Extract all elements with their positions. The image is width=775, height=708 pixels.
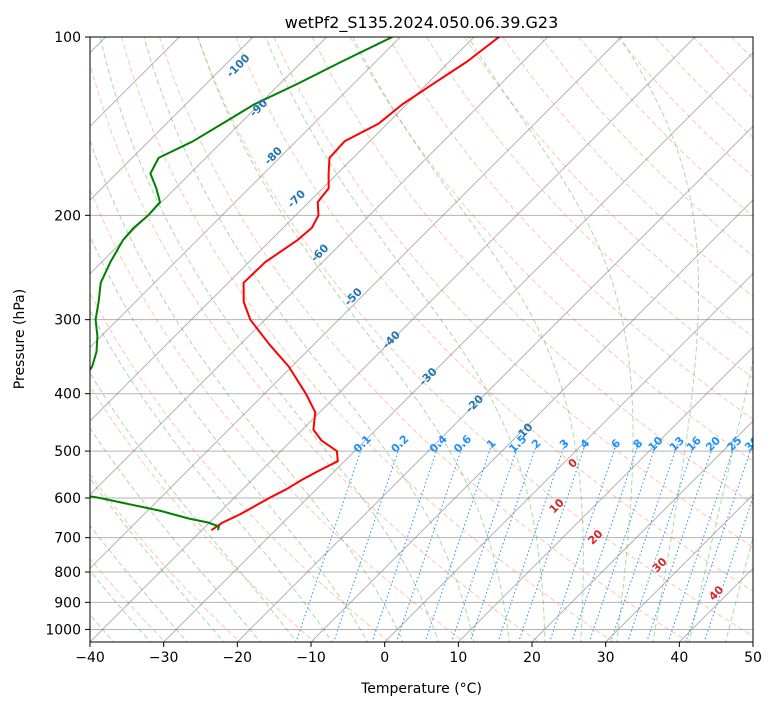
moist-adiabat-line — [90, 477, 225, 642]
y-tick-label: 300 — [54, 313, 81, 329]
plot-frame — [89, 36, 754, 643]
x-tick-label: −20 — [223, 650, 253, 666]
x-tick-label: 50 — [744, 650, 762, 666]
y-tick-label: 900 — [54, 595, 81, 611]
y-tick-label: 100 — [54, 30, 81, 46]
moist-adiabat-line — [99, 37, 440, 642]
y-tick-label: 1000 — [45, 622, 81, 638]
axes: −40 −30 −20 −10 0 10 20 30 40 50 100 200 300 400 500 60… — [45, 30, 762, 666]
moist-adiabat-line — [90, 371, 297, 642]
isotherm-line — [163, 51, 753, 642]
isotherm-line — [310, 199, 753, 642]
isotherm-line — [384, 272, 753, 642]
isotherm-line — [90, 37, 549, 496]
y-tick-label: 600 — [54, 491, 81, 507]
x-tick-label: 30 — [597, 650, 615, 666]
y-tick-label: 500 — [54, 444, 81, 460]
chart-title: wetPf2_S135.2024.050.06.39.G23 — [285, 13, 559, 33]
x-tick-label: −10 — [296, 650, 326, 666]
dry-adiabat-line — [90, 385, 316, 642]
mixing-ratio-label: 30 — [742, 434, 762, 454]
isotherm-line — [605, 493, 753, 642]
dry-adiabat-line — [425, 37, 753, 379]
isotherm-line — [457, 346, 753, 642]
dewpoint-profile-line — [90, 37, 393, 531]
isotherm-line — [90, 37, 254, 201]
x-tick-label: −30 — [149, 650, 179, 666]
x-tick-label: 0 — [380, 650, 389, 666]
y-axis-label: Pressure (hPa) — [12, 289, 28, 389]
y-tick-label: 400 — [54, 387, 81, 403]
dry-adiabat-line — [387, 37, 753, 420]
y-tick-label: 800 — [54, 565, 81, 581]
profile-series — [90, 37, 500, 532]
dry-adiabat-line — [235, 37, 753, 592]
x-tick-label: 40 — [670, 650, 688, 666]
y-tick-label: 200 — [54, 208, 81, 224]
isotherm-line — [531, 420, 753, 642]
dry-adiabat-line — [464, 37, 753, 338]
y-tick-label: 700 — [54, 531, 81, 547]
isotherm-line — [90, 37, 622, 570]
dry-adiabat-line — [502, 37, 753, 297]
x-tick-label: 20 — [523, 650, 541, 666]
x-tick-label: −40 — [75, 650, 105, 666]
dry-adiabat-line — [120, 37, 615, 642]
moist-adiabat-line — [90, 427, 261, 642]
isotherm-line — [90, 37, 696, 642]
x-tick-label: 10 — [449, 650, 467, 666]
x-axis-label: Temperature (°C) — [360, 681, 482, 697]
isotherm-line — [90, 37, 328, 275]
temperature-profile-line — [210, 37, 500, 532]
grid-lines — [90, 37, 753, 642]
isotherm-line — [90, 37, 475, 422]
isotherm-line — [236, 125, 753, 642]
